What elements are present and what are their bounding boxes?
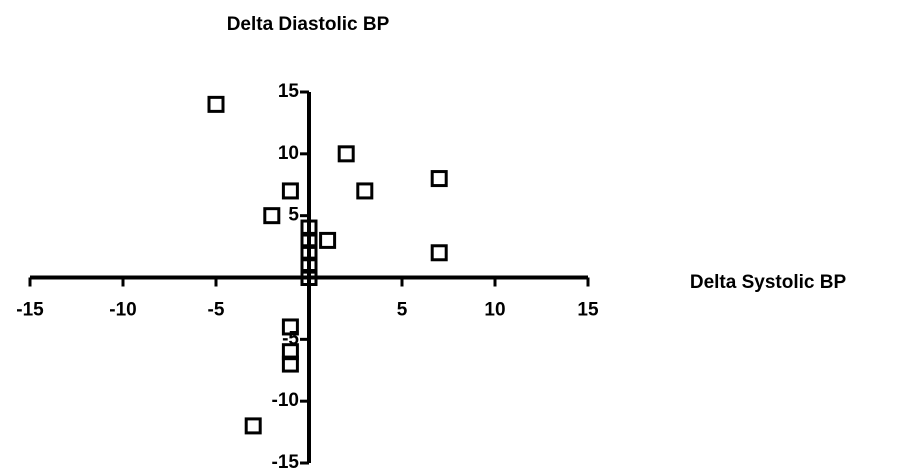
point (263, 207, 281, 225)
y-tick-label: -15 (272, 452, 300, 472)
point (337, 145, 355, 163)
x-tick-label: 10 (484, 300, 505, 321)
x-tick-label: -10 (109, 300, 136, 321)
point (356, 182, 374, 200)
point (300, 219, 318, 237)
point (430, 244, 448, 262)
point (281, 355, 299, 373)
x-tick-label: -15 (16, 300, 44, 321)
y-tick-label: 5 (288, 205, 299, 226)
point (300, 269, 318, 286)
point (281, 343, 299, 361)
point (319, 231, 337, 249)
point (430, 170, 448, 188)
y-axis-label: Delta Diastolic BP (227, 14, 390, 35)
point (300, 256, 318, 274)
point (207, 95, 225, 113)
x-tick-label: 5 (397, 300, 408, 321)
y-tick-label: 15 (278, 81, 300, 102)
y-tick-label: -10 (272, 390, 299, 411)
point (244, 417, 262, 435)
y-tick-label: 10 (278, 143, 299, 164)
x-tick-label: -5 (208, 300, 225, 321)
point (300, 231, 318, 249)
x-tick-label: 15 (577, 300, 599, 321)
point (281, 182, 299, 200)
point (300, 244, 318, 262)
x-axis-label: Delta Systolic BP (690, 272, 847, 293)
point (281, 318, 299, 336)
